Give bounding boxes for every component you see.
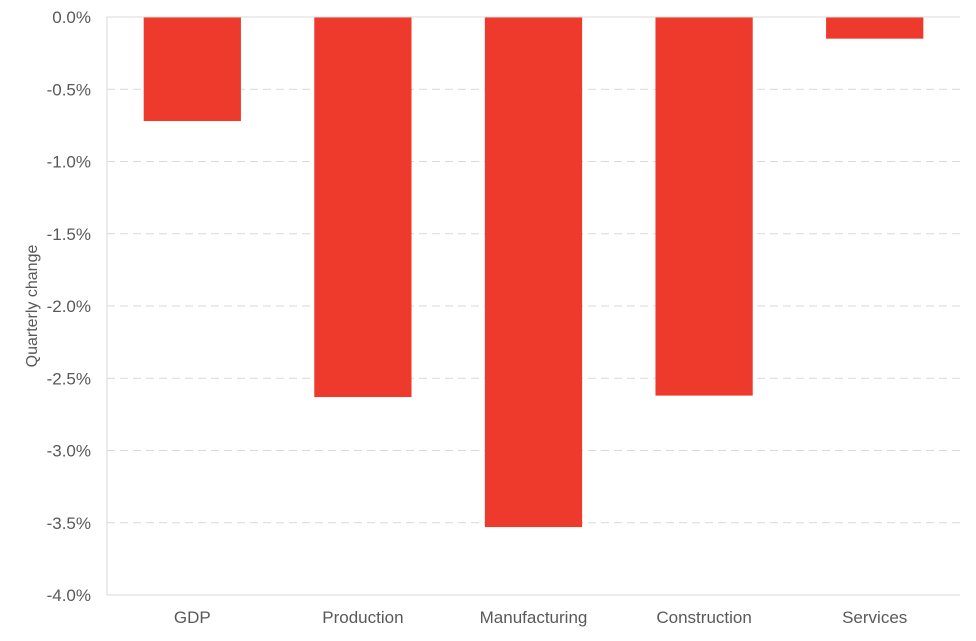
y-tick-label: -0.5% bbox=[47, 80, 91, 99]
x-category-label: Manufacturing bbox=[480, 608, 588, 627]
y-tick-label: -1.5% bbox=[47, 225, 91, 244]
y-axis-title: Quarterly change bbox=[24, 245, 41, 368]
bar-construction bbox=[655, 17, 753, 396]
x-category-label: Production bbox=[322, 608, 403, 627]
bars bbox=[143, 17, 924, 528]
y-tick-label: -2.0% bbox=[47, 297, 91, 316]
y-tick-label: -3.5% bbox=[47, 514, 91, 533]
bar-services bbox=[826, 17, 924, 39]
bar-manufacturing bbox=[484, 17, 583, 528]
y-tick-label: -3.0% bbox=[47, 442, 91, 461]
bar-gdp bbox=[143, 17, 241, 122]
x-category-label: GDP bbox=[174, 608, 211, 627]
y-tick-labels: 0.0% -0.5% -1.0% -1.5% -2.0% -2.5% -3.0% -3.5% -… bbox=[47, 8, 91, 605]
y-tick-label: -2.5% bbox=[47, 369, 91, 388]
x-category-label: Construction bbox=[656, 608, 751, 627]
y-tick-label: -1.0% bbox=[47, 153, 91, 172]
axes bbox=[106, 16, 960, 595]
y-tick-label: 0.0% bbox=[52, 8, 91, 27]
gridlines bbox=[107, 88, 960, 596]
x-category-labels: GDP Production Manufacturing Construction Se… bbox=[174, 608, 907, 627]
y-tick-label: -4.0% bbox=[47, 586, 91, 605]
x-category-label: Services bbox=[842, 608, 907, 627]
bar-production bbox=[314, 17, 412, 398]
